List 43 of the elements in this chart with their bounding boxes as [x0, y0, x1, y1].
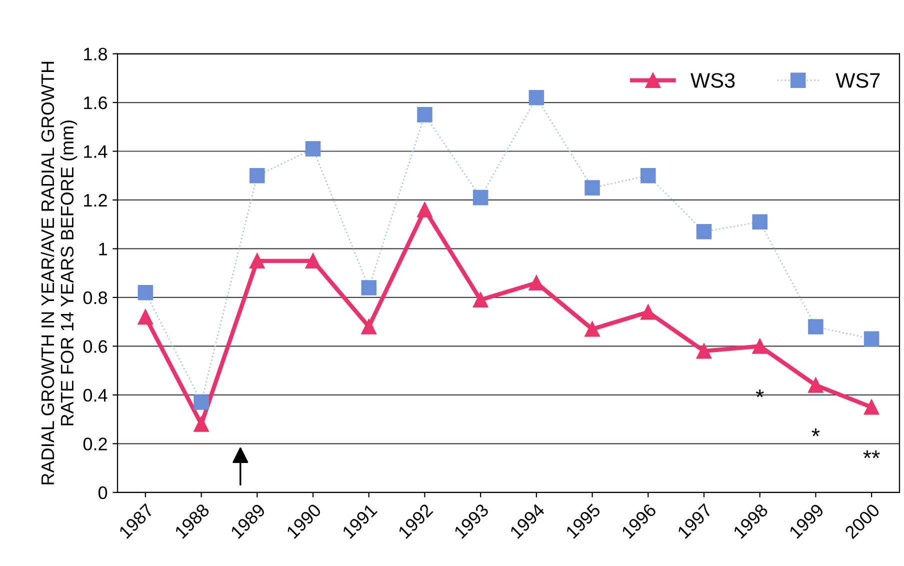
y-tick-label: 0.8: [83, 291, 108, 304]
point: [417, 202, 432, 218]
y-tick-label: 1: [99, 242, 107, 256]
point: [808, 378, 824, 393]
point: [752, 214, 768, 230]
point: [864, 399, 880, 415]
y-tick-label: 1.2: [84, 194, 107, 207]
point: [640, 168, 656, 184]
point: [808, 319, 824, 334]
y-tick-label: 1.8: [84, 48, 108, 60]
legend-label: WS7: [836, 73, 880, 88]
annotation: *: [812, 428, 820, 436]
point: [305, 253, 321, 269]
y-tick-label: 0.2: [83, 438, 107, 450]
point: [361, 319, 377, 334]
y-tick-label: 1.6: [84, 96, 108, 110]
point: [472, 292, 488, 308]
point: [138, 284, 154, 300]
point: [250, 168, 265, 184]
point: [696, 343, 712, 359]
point: [752, 338, 768, 354]
point: [138, 309, 154, 325]
point: [417, 107, 432, 122]
point: [194, 416, 209, 432]
y-tick-label: 1.4: [84, 145, 108, 158]
point: [528, 90, 544, 106]
point: [361, 280, 377, 296]
point: [250, 253, 265, 269]
y-tick-label: 0.6: [83, 340, 108, 353]
y-axis-title: RADIAL GROWTH IN YEAR/AVE RADIAL GROWTH RATE FOR 14 YEARS BEFORE (mm): [40, 62, 78, 484]
point: [696, 224, 712, 240]
point: [864, 331, 880, 347]
point: [584, 322, 600, 337]
point: [472, 190, 488, 206]
point: [194, 394, 209, 410]
point: [305, 141, 321, 156]
point: [584, 180, 600, 196]
y-tick-label: 0: [98, 486, 108, 500]
point: [528, 275, 544, 290]
annotation: **: [863, 450, 880, 458]
y-tick-label: 0.4: [83, 388, 108, 402]
point: [640, 304, 656, 320]
legend-label: WS3: [690, 73, 735, 88]
